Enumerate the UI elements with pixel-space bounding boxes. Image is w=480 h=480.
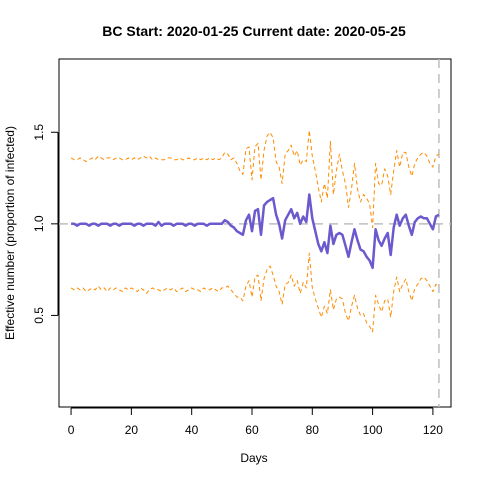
y-tick-label: 0.5 [32,307,46,324]
x-tick-label: 60 [245,423,259,437]
series-line-2 [70,129,440,228]
x-tick-label: 40 [185,423,199,437]
x-tick-label: 80 [306,423,320,437]
chart-title: BC Start: 2020-01-25 Current date: 2020-… [102,23,406,39]
y-axis-label: Effective number (proportion of infected… [3,126,17,340]
y-tick-label: 1.0 [32,215,46,232]
x-tick-label: 20 [125,423,139,437]
series-line-1 [71,193,440,270]
x-axis: 0 20 40 60 80 100 120 [68,407,443,437]
series-layer [70,129,440,333]
x-tick-label: 0 [68,423,75,437]
y-tick-label: 1.5 [32,124,46,141]
series-line-3 [70,252,440,333]
plot-frame [58,58,452,408]
x-axis-label: Days [240,451,267,465]
x-tick-label: 100 [363,423,383,437]
x-tick-label: 120 [423,423,443,437]
y-axis: 0.5 1.0 1.5 [32,124,59,324]
